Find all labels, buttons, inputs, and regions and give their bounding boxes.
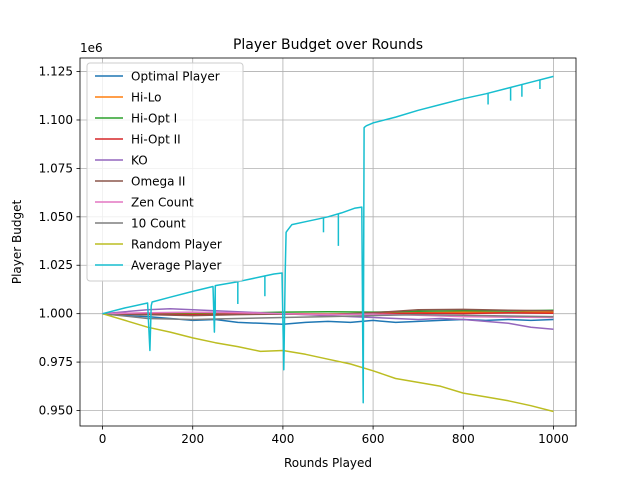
series-line-zen-count	[102, 311, 554, 319]
y-offset-label: 1e6	[80, 41, 103, 55]
y-tick-label: 0.975	[39, 355, 73, 369]
series-line-average-player	[102, 75, 554, 404]
series-lines	[102, 75, 554, 413]
plot-frame	[79, 57, 577, 427]
x-axis: 0 200 400 600 800 1000	[99, 426, 569, 446]
x-tick-label: 200	[181, 432, 204, 446]
legend-label: Random Player	[131, 238, 222, 252]
legend-label: Optimal Player	[131, 70, 220, 84]
legend: Optimal Player Hi-Lo Hi-Opt I Hi-Opt II KO Om…	[86, 62, 244, 282]
y-axis-title: Player Budget	[10, 200, 24, 285]
legend-label: Hi-Lo	[131, 91, 162, 105]
y-tick-label: 1.050	[39, 210, 73, 224]
x-tick-label: 400	[271, 432, 294, 446]
y-tick-label: 1.125	[39, 65, 73, 79]
x-tick-label: 1000	[538, 432, 569, 446]
series-line-random-player	[102, 312, 554, 413]
legend-label: Omega II	[131, 175, 185, 189]
legend-label: 10 Count	[131, 217, 186, 231]
x-axis-title: Rounds Played	[284, 456, 372, 470]
chart-title: Player Budget over Rounds	[233, 37, 423, 53]
x-tick-label: 0	[99, 432, 107, 446]
legend-label: Hi-Opt II	[131, 133, 181, 147]
series-line-ko	[102, 308, 554, 330]
legend-label: Average Player	[131, 259, 222, 273]
y-axis: 0.950 0.975 1.000 1.025 1.050 1.075 1.100 1.125	[39, 65, 80, 418]
y-tick-label: 1.000	[39, 307, 73, 321]
x-tick-label: 800	[452, 432, 475, 446]
y-tick-label: 0.950	[39, 404, 73, 418]
y-tick-label: 1.075	[39, 161, 73, 175]
x-tick-label: 600	[362, 432, 385, 446]
legend-box	[86, 62, 244, 282]
series-line-10-count	[102, 312, 554, 321]
legend-label: Zen Count	[131, 196, 194, 210]
y-tick-label: 1.100	[39, 113, 73, 127]
legend-label: Hi-Opt I	[131, 112, 177, 126]
legend-label: KO	[131, 154, 148, 168]
y-tick-label: 1.025	[39, 258, 73, 272]
